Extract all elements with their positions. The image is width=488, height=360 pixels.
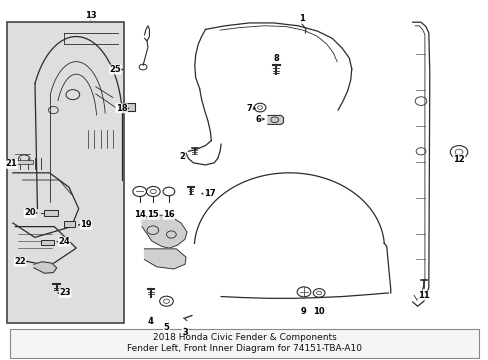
Polygon shape (267, 116, 283, 125)
Text: 3: 3 (182, 328, 187, 337)
Text: 1: 1 (299, 14, 305, 23)
Text: 12: 12 (452, 155, 464, 164)
Text: 11: 11 (417, 291, 429, 300)
FancyBboxPatch shape (64, 221, 75, 227)
Bar (15, 160, 33, 164)
Text: 23: 23 (59, 288, 71, 297)
Text: 15: 15 (147, 210, 159, 219)
Polygon shape (142, 215, 186, 248)
Polygon shape (144, 249, 185, 269)
Text: 2018 Honda Civic Fender & Components
Fender Left, Front Inner Diagram for 74151-: 2018 Honda Civic Fender & Components Fen… (127, 333, 361, 353)
Text: 18: 18 (116, 104, 127, 113)
Text: 9: 9 (300, 307, 305, 316)
Text: 17: 17 (203, 189, 215, 198)
Text: 25: 25 (109, 65, 121, 74)
Text: 6: 6 (255, 114, 261, 123)
Text: 7: 7 (246, 104, 252, 113)
Text: 21: 21 (5, 159, 17, 168)
Text: 4: 4 (148, 317, 154, 326)
FancyBboxPatch shape (43, 210, 58, 216)
Text: 19: 19 (80, 220, 92, 229)
Text: 14: 14 (134, 210, 145, 219)
Text: 13: 13 (85, 11, 97, 20)
FancyBboxPatch shape (122, 103, 135, 111)
Text: 10: 10 (312, 307, 324, 316)
FancyBboxPatch shape (6, 22, 123, 323)
Text: 24: 24 (58, 237, 70, 246)
Text: 5: 5 (163, 323, 169, 332)
Text: 8: 8 (273, 54, 279, 63)
Text: 22: 22 (14, 257, 26, 266)
Text: 16: 16 (163, 210, 174, 219)
FancyBboxPatch shape (10, 329, 478, 357)
FancyBboxPatch shape (41, 240, 54, 244)
Text: 2: 2 (179, 152, 184, 161)
Polygon shape (34, 262, 57, 273)
Text: 20: 20 (24, 208, 36, 217)
